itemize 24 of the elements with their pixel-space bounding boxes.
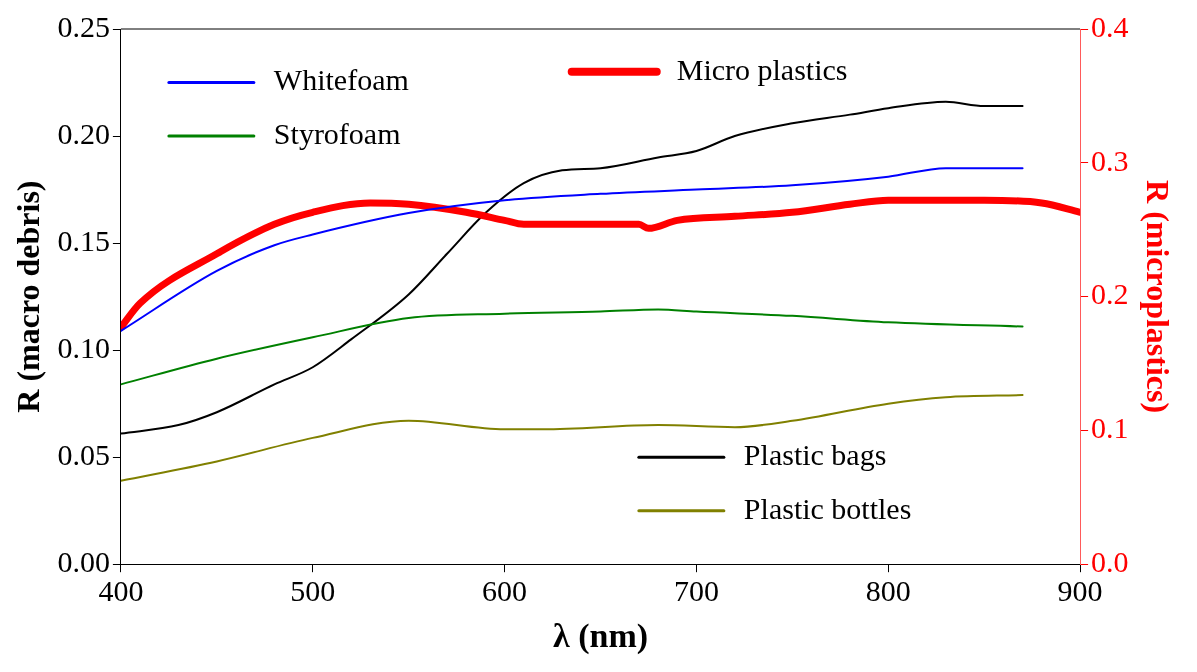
- y2-tick-label: 0.4: [1091, 9, 1129, 43]
- legend-label: Plastic bags: [743, 438, 887, 472]
- x-tick-label: 800: [865, 574, 911, 608]
- y2-axis-title: R (microplastics): [1139, 180, 1176, 414]
- y-tick-label: 0.05: [57, 438, 110, 472]
- line-series: [120, 167, 1024, 332]
- y-tick-label: 0.15: [57, 223, 110, 257]
- y-axis-title: R (macro debris): [10, 180, 47, 413]
- y-tick-label: 0.25: [57, 9, 110, 43]
- y2-tick-label: 0.2: [1091, 277, 1129, 311]
- legend-label: Micro plastics: [676, 52, 848, 86]
- x-tick-label: 700: [673, 574, 719, 608]
- y-tick-label: 0.10: [57, 330, 110, 364]
- legend-label: Whitefoam: [273, 63, 409, 97]
- y2-tick-label: 0.3: [1091, 143, 1129, 177]
- legend-label: Styrofoam: [273, 116, 401, 150]
- x-axis-title: λ (nm): [552, 617, 649, 656]
- line-series: [120, 394, 1024, 482]
- legend-label: Plastic bottles: [743, 491, 912, 525]
- x-tick-label: 600: [482, 574, 528, 608]
- x-tick-label: 500: [290, 574, 336, 608]
- y2-tick-label: 0.1: [1091, 411, 1129, 445]
- line-series: [120, 308, 1024, 386]
- y-tick-label: 0.20: [57, 116, 110, 150]
